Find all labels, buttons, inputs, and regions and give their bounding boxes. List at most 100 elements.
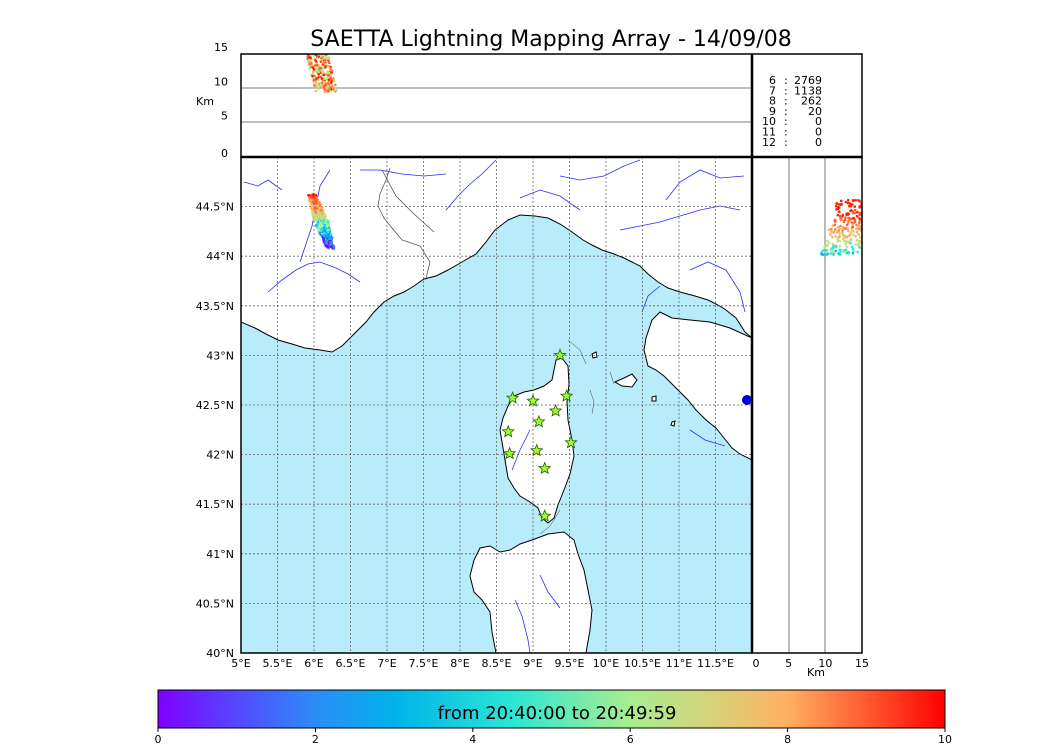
latitude-label: 42.5°N xyxy=(196,399,234,412)
side-source-point xyxy=(858,246,861,249)
count-stations: 8 xyxy=(769,95,776,108)
side-source-point xyxy=(865,200,868,203)
longitude-label: 8.5°E xyxy=(482,657,512,670)
altitude-source-point xyxy=(329,76,332,80)
side-source-point xyxy=(853,205,857,208)
side-source-point xyxy=(835,230,839,233)
lightning-source-point xyxy=(311,198,315,202)
longitude-label: 6°E xyxy=(304,657,323,670)
side-source-point xyxy=(854,235,857,238)
side-source-point xyxy=(845,235,848,239)
side-lightning-point xyxy=(742,395,752,405)
side-source-point xyxy=(866,207,869,210)
longitude-label: 5.5°E xyxy=(263,657,293,670)
altitude-source-point xyxy=(312,68,316,71)
side-source-point xyxy=(864,204,867,207)
side-source-point xyxy=(834,228,837,231)
side-source-point xyxy=(854,198,857,202)
count-separator: : xyxy=(784,136,788,149)
side-source-point xyxy=(870,204,873,207)
lightning-source-point xyxy=(315,219,319,223)
side-source-point xyxy=(852,216,855,220)
altitude-source-point xyxy=(324,90,327,94)
side-source-point xyxy=(865,220,868,223)
altitude-source-point xyxy=(317,84,321,88)
stations xyxy=(501,348,578,522)
altitude-source-point xyxy=(316,69,319,72)
altitude-source-point xyxy=(324,83,327,87)
side-source-point xyxy=(839,224,842,228)
side-source-point xyxy=(836,240,839,243)
lightning-source-point xyxy=(330,242,333,245)
altitude-source-point xyxy=(308,56,312,59)
side-source-point xyxy=(822,248,826,252)
side-source-point xyxy=(831,242,835,246)
colorbar-tick-label: 8 xyxy=(784,733,791,746)
count-separator: : xyxy=(784,115,788,128)
side-source-point xyxy=(841,248,844,252)
altitude-source-point xyxy=(325,71,329,74)
count-stations: 10 xyxy=(762,115,776,128)
lightning-source-point xyxy=(329,233,333,236)
longitude-label: 9.5°E xyxy=(555,657,585,670)
side-source-point xyxy=(858,220,862,223)
altitude-source-point xyxy=(334,83,337,87)
altitude-source-point xyxy=(330,71,333,74)
latitude-label: 40°N xyxy=(206,647,234,660)
side-source-point xyxy=(841,213,845,217)
colorbar-gradient xyxy=(157,689,946,729)
side-source-point xyxy=(865,208,868,211)
side-source-point xyxy=(858,236,862,239)
lightning-source-point xyxy=(314,214,318,217)
altitude-tick-label: 5 xyxy=(221,110,228,123)
side-source-point xyxy=(870,204,873,207)
station-star xyxy=(564,435,578,449)
station-star xyxy=(529,443,544,457)
lightning-source-point xyxy=(319,209,323,212)
altitude-lightning-cluster xyxy=(306,54,338,94)
side-source-point xyxy=(858,211,862,215)
altitude-source-point xyxy=(307,60,310,63)
side-source-point xyxy=(833,219,837,223)
lightning-source-point xyxy=(327,237,331,241)
altitude-source-point xyxy=(330,79,334,82)
altitude-source-point xyxy=(328,61,331,65)
colorbar-tick-label: 6 xyxy=(627,733,634,746)
longitude-label: 5°E xyxy=(231,657,250,670)
station-star xyxy=(505,391,520,404)
altitude-source-point xyxy=(329,81,333,85)
altitude-tick-label: 10 xyxy=(214,75,228,88)
altitude-source-point xyxy=(332,89,336,93)
side-source-point xyxy=(841,227,844,230)
altitude-source-point xyxy=(327,78,331,82)
station-star xyxy=(502,446,517,460)
count-value: 0 xyxy=(815,115,822,128)
count-stations: 6 xyxy=(769,74,776,87)
side-source-point xyxy=(868,205,871,208)
side-source-point xyxy=(857,242,861,246)
bathymetry-lines xyxy=(539,339,615,535)
lightning-source-point xyxy=(318,212,322,215)
side-source-point xyxy=(871,200,874,203)
lightning-source-point xyxy=(323,229,326,233)
side-source-point xyxy=(853,218,857,222)
altitude-tick-label: 0 xyxy=(221,147,228,160)
latitude-label: 41.5°N xyxy=(196,498,234,511)
altitude-source-point xyxy=(330,69,334,72)
side-source-point xyxy=(843,227,847,231)
side-source-point xyxy=(836,207,840,210)
lightning-source-point xyxy=(309,198,313,202)
altitude-source-point xyxy=(317,64,321,67)
side-source-point xyxy=(847,216,850,220)
lightning-source-point xyxy=(319,221,323,225)
side-source-point xyxy=(856,210,859,214)
lightning-source-point xyxy=(315,217,319,220)
side-source-point xyxy=(837,203,841,206)
side-source-point xyxy=(838,227,841,231)
side-source-point xyxy=(834,249,838,253)
altitude-source-point xyxy=(319,60,323,63)
longitude-label: 7.5°E xyxy=(409,657,439,670)
altitude-source-point xyxy=(329,83,333,87)
altitude-source-point xyxy=(311,74,314,78)
side-source-point xyxy=(838,210,841,213)
